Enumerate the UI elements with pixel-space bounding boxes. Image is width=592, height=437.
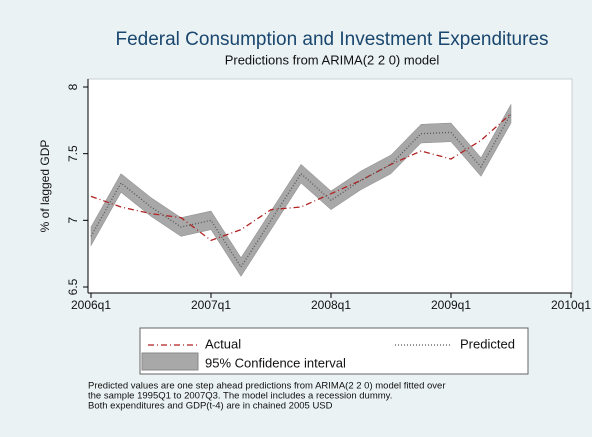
y-tick-label: 7 bbox=[66, 217, 80, 224]
x-tick-label: 2010q1 bbox=[551, 298, 591, 312]
x-tick-label: 2006q1 bbox=[71, 298, 111, 312]
y-tick-label: 6.5 bbox=[66, 278, 80, 295]
legend-label: Predicted bbox=[460, 336, 515, 351]
chart-title: Federal Consumption and Investment Expen… bbox=[115, 29, 548, 50]
note: Predicted values are one step ahead pred… bbox=[88, 381, 446, 392]
y-tick-label: 8 bbox=[66, 83, 80, 90]
x-tick-label: 2009q1 bbox=[431, 298, 471, 312]
legend-swatch bbox=[141, 352, 199, 371]
series-line bbox=[90, 113, 512, 242]
note: Both expenditures and GDP(t-4) are in ch… bbox=[88, 401, 333, 412]
note: the sample 1995Q1 to 2007Q3. The model i… bbox=[88, 391, 392, 402]
legend-label: Actual bbox=[205, 336, 241, 351]
x-tick-label: 2008q1 bbox=[311, 298, 351, 312]
legend-label: 95% Confidence interval bbox=[205, 355, 346, 370]
y-tick-label: 7.5 bbox=[66, 145, 80, 162]
legend bbox=[139, 327, 529, 375]
confidence-band bbox=[90, 103, 512, 277]
chart-subtitle: Predictions from ARIMA(2 2 0) model bbox=[225, 52, 440, 67]
series-line bbox=[90, 113, 512, 269]
y-axis-label: % of lagged GDP bbox=[38, 140, 52, 233]
x-tick-label: 2007q1 bbox=[191, 298, 231, 312]
plot-area bbox=[87, 78, 573, 294]
